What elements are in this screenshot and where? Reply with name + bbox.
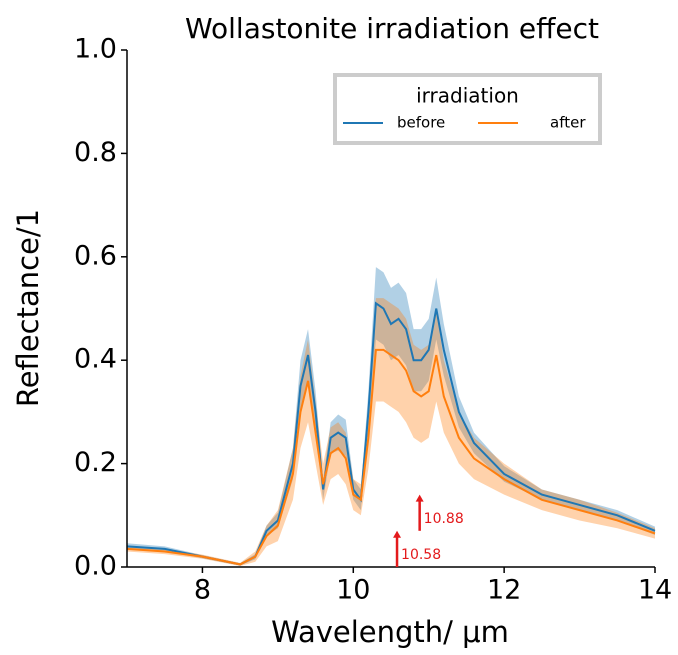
y-axis-label: Reflectance/1 <box>11 209 45 407</box>
legend-title: irradiation <box>416 84 519 108</box>
y-tick-label: 0.0 <box>74 551 117 582</box>
annotation-label: 10.58 <box>401 547 441 563</box>
legend-label: before <box>397 114 445 132</box>
y-tick-label: 0.8 <box>74 137 117 168</box>
series-line <box>126 301 656 566</box>
y-tick-label: 0.6 <box>74 240 117 271</box>
x-tick-label: 12 <box>487 575 521 606</box>
error-band <box>127 267 655 566</box>
arrow-head <box>415 494 424 502</box>
error-band <box>127 298 655 566</box>
y-tick-label: 0.2 <box>74 447 117 478</box>
legend-label: after <box>550 114 586 132</box>
chart-title: Wollastonite irradiation effect <box>185 12 599 45</box>
series-line <box>126 348 656 566</box>
arrow-head <box>393 530 402 538</box>
y-tick-label: 0.4 <box>74 344 117 375</box>
legend-box <box>333 73 602 145</box>
x-axis-label: Wavelength/ μm <box>271 615 509 649</box>
x-tick-label: 8 <box>194 575 211 606</box>
y-tick-label: 1.0 <box>74 34 117 65</box>
x-tick-label: 14 <box>638 575 672 606</box>
annotation-label: 10.88 <box>424 511 464 527</box>
x-tick-label: 10 <box>336 575 370 606</box>
